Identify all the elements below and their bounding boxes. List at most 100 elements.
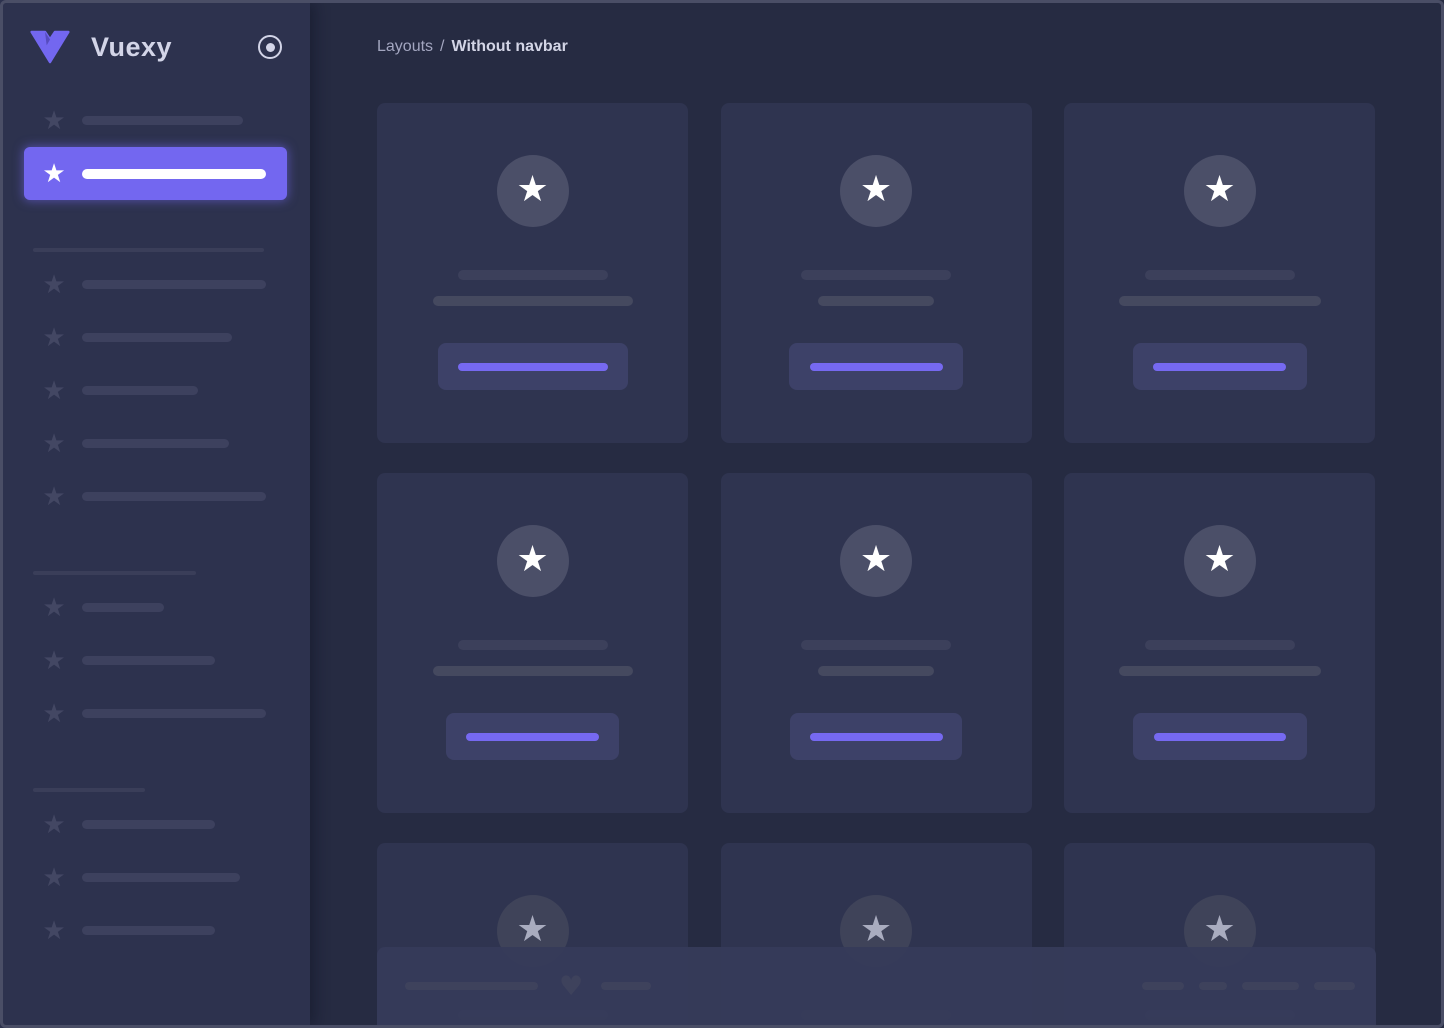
avatar-circle: ★: [840, 155, 912, 227]
star-icon: ★: [1203, 538, 1236, 580]
copyright-placeholder: [405, 982, 538, 990]
menu-label-placeholder: [82, 709, 266, 718]
footer-left-group: ♥: [405, 970, 652, 1002]
footer-link-placeholder[interactable]: [1242, 982, 1299, 990]
text-line-placeholder: [818, 666, 934, 676]
footer: ♥: [377, 947, 1376, 1025]
text-line-placeholder: [1144, 270, 1295, 280]
avatar-circle: ★: [1183, 525, 1256, 597]
card-grid: ★ ★ ★ ★ ★ ★ ★ ★ ★: [377, 103, 1375, 1028]
sidebar-item-active[interactable]: ★: [24, 147, 287, 200]
button-label-placeholder: [809, 732, 943, 741]
star-icon: ★: [42, 375, 66, 406]
sidebar-item[interactable]: ★: [24, 581, 287, 634]
sidebar-item[interactable]: ★: [24, 798, 287, 851]
card-action-button[interactable]: [437, 343, 628, 390]
text-line-placeholder: [801, 270, 951, 280]
footer-link-placeholder[interactable]: [1142, 982, 1184, 990]
menu-label-placeholder: [82, 926, 215, 935]
star-icon: ★: [859, 538, 893, 580]
placeholder-card: ★: [720, 473, 1032, 813]
star-icon: ★: [859, 168, 893, 210]
footer-link-placeholder[interactable]: [1314, 982, 1355, 990]
avatar-circle: ★: [496, 155, 569, 227]
star-icon: ★: [516, 168, 549, 210]
toggle-dot: [265, 42, 275, 52]
star-icon: ★: [42, 645, 66, 676]
menu-label-placeholder: [82, 492, 266, 501]
text-line-placeholder: [801, 640, 951, 650]
menu-label-placeholder: [82, 386, 198, 395]
text-line-placeholder: [1144, 640, 1295, 650]
star-icon: ★: [42, 322, 66, 353]
menu-label-placeholder: [82, 116, 243, 125]
sidebar-item[interactable]: ★: [24, 634, 287, 687]
menu-pin-toggle-icon[interactable]: [258, 35, 282, 59]
star-icon: ★: [1203, 168, 1236, 210]
button-label-placeholder: [466, 732, 599, 741]
avatar-circle: ★: [496, 525, 569, 597]
footer-link-placeholder[interactable]: [1199, 982, 1227, 990]
star-icon: ★: [516, 538, 549, 580]
text-line-placeholder: [432, 296, 633, 306]
star-icon: ★: [42, 698, 66, 729]
placeholder-card: ★: [720, 103, 1032, 443]
card-action-button[interactable]: [1132, 343, 1307, 390]
credit-placeholder: [601, 982, 652, 990]
sidebar-item[interactable]: ★: [24, 258, 287, 311]
menu-label-placeholder: [82, 820, 215, 829]
avatar-circle: ★: [1183, 155, 1256, 227]
text-line-placeholder: [818, 296, 934, 306]
text-line-placeholder: [1118, 296, 1321, 306]
heart-icon: ♥: [559, 970, 584, 1002]
sidebar-item[interactable]: ★: [24, 94, 287, 147]
sidebar-section-divider: [33, 248, 264, 252]
sidebar-item[interactable]: ★: [24, 851, 287, 904]
button-label-placeholder: [457, 362, 608, 371]
star-icon: ★: [42, 269, 66, 300]
breadcrumb: Layouts / Without navbar: [377, 38, 568, 56]
button-label-placeholder: [1153, 362, 1286, 371]
button-label-placeholder: [809, 362, 943, 371]
sidebar-item[interactable]: ★: [24, 687, 287, 740]
sidebar-item[interactable]: ★: [24, 904, 287, 957]
star-icon: ★: [42, 481, 66, 512]
star-icon: ★: [42, 592, 66, 623]
sidebar-section-divider: [33, 788, 145, 792]
text-line-placeholder: [457, 640, 608, 650]
sidebar-item[interactable]: ★: [24, 417, 287, 470]
card-action-button[interactable]: [789, 343, 963, 390]
menu-label-placeholder: [82, 656, 215, 665]
star-icon: ★: [859, 908, 893, 950]
sidebar-menu: ★ ★ ★ ★ ★ ★ ★ ★ ★ ★ ★ ★ ★: [0, 94, 310, 957]
placeholder-card: ★: [377, 473, 688, 813]
sidebar-section-divider: [33, 571, 196, 575]
sidebar-item[interactable]: ★: [24, 470, 287, 523]
breadcrumb-separator: /: [440, 38, 445, 55]
card-action-button[interactable]: [790, 713, 962, 760]
star-icon: ★: [42, 105, 66, 136]
text-line-placeholder: [432, 666, 633, 676]
text-line-placeholder: [457, 270, 608, 280]
sidebar-item[interactable]: ★: [24, 364, 287, 417]
menu-label-placeholder: [82, 603, 164, 612]
star-icon: ★: [42, 862, 66, 893]
card-action-button[interactable]: [1132, 713, 1307, 760]
vuexy-logo-icon[interactable]: [30, 29, 70, 65]
sidebar-item[interactable]: ★: [24, 311, 287, 364]
card-action-button[interactable]: [446, 713, 619, 760]
star-icon: ★: [42, 809, 66, 840]
star-icon: ★: [1203, 908, 1236, 950]
button-label-placeholder: [1153, 732, 1286, 741]
avatar-circle: ★: [840, 525, 912, 597]
star-icon: ★: [42, 428, 66, 459]
star-icon: ★: [42, 915, 66, 946]
breadcrumb-section-link[interactable]: Layouts: [377, 38, 434, 55]
sidebar-header: Vuexy: [0, 0, 310, 94]
menu-label-placeholder: [82, 439, 229, 448]
menu-label-placeholder: [82, 873, 240, 882]
placeholder-card: ★: [1064, 473, 1375, 813]
footer-links-group: [1142, 982, 1355, 990]
placeholder-card: ★: [377, 103, 688, 443]
placeholder-card: ★: [1064, 103, 1375, 443]
